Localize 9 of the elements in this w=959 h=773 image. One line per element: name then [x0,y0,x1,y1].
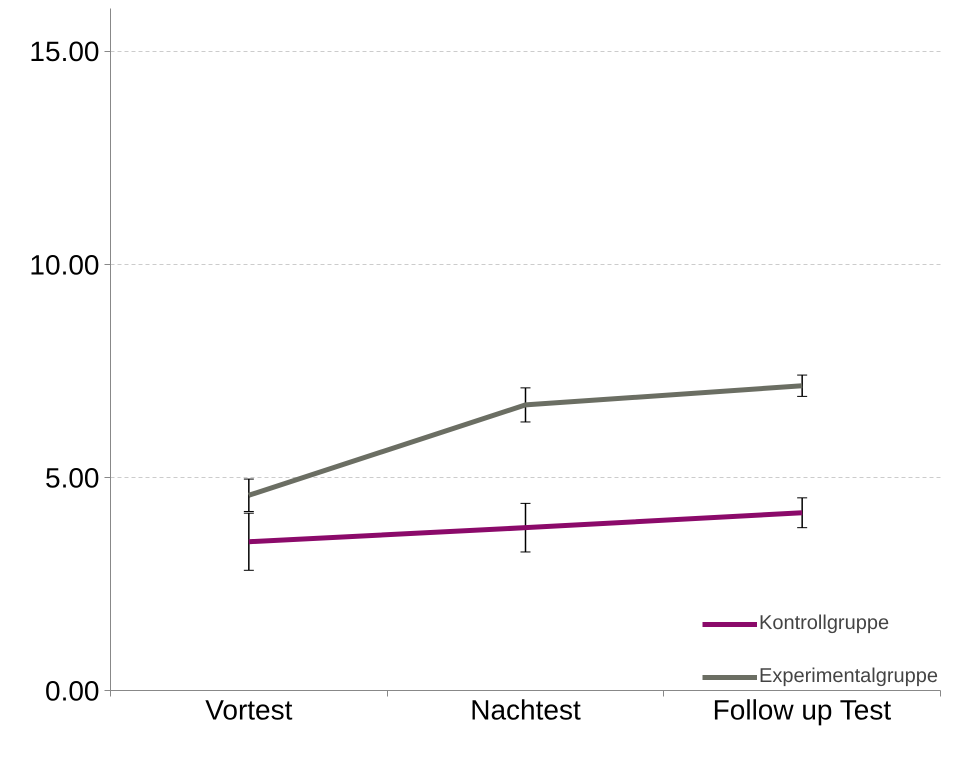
y-tick-label: 0.00 [45,676,100,706]
x-tick-label: Vortest [205,694,293,726]
x-tick-label: Follow up Test [712,694,892,726]
y-tick-label: 15.00 [29,36,100,68]
y-tick-label: 10.00 [29,249,100,280]
x-tick-label: Nachtest [470,694,581,726]
legend-label: Experimentalgruppe [759,665,938,688]
y-tick-label: 5.00 [45,462,100,494]
legend-label: Kontrollgruppe [759,612,890,635]
